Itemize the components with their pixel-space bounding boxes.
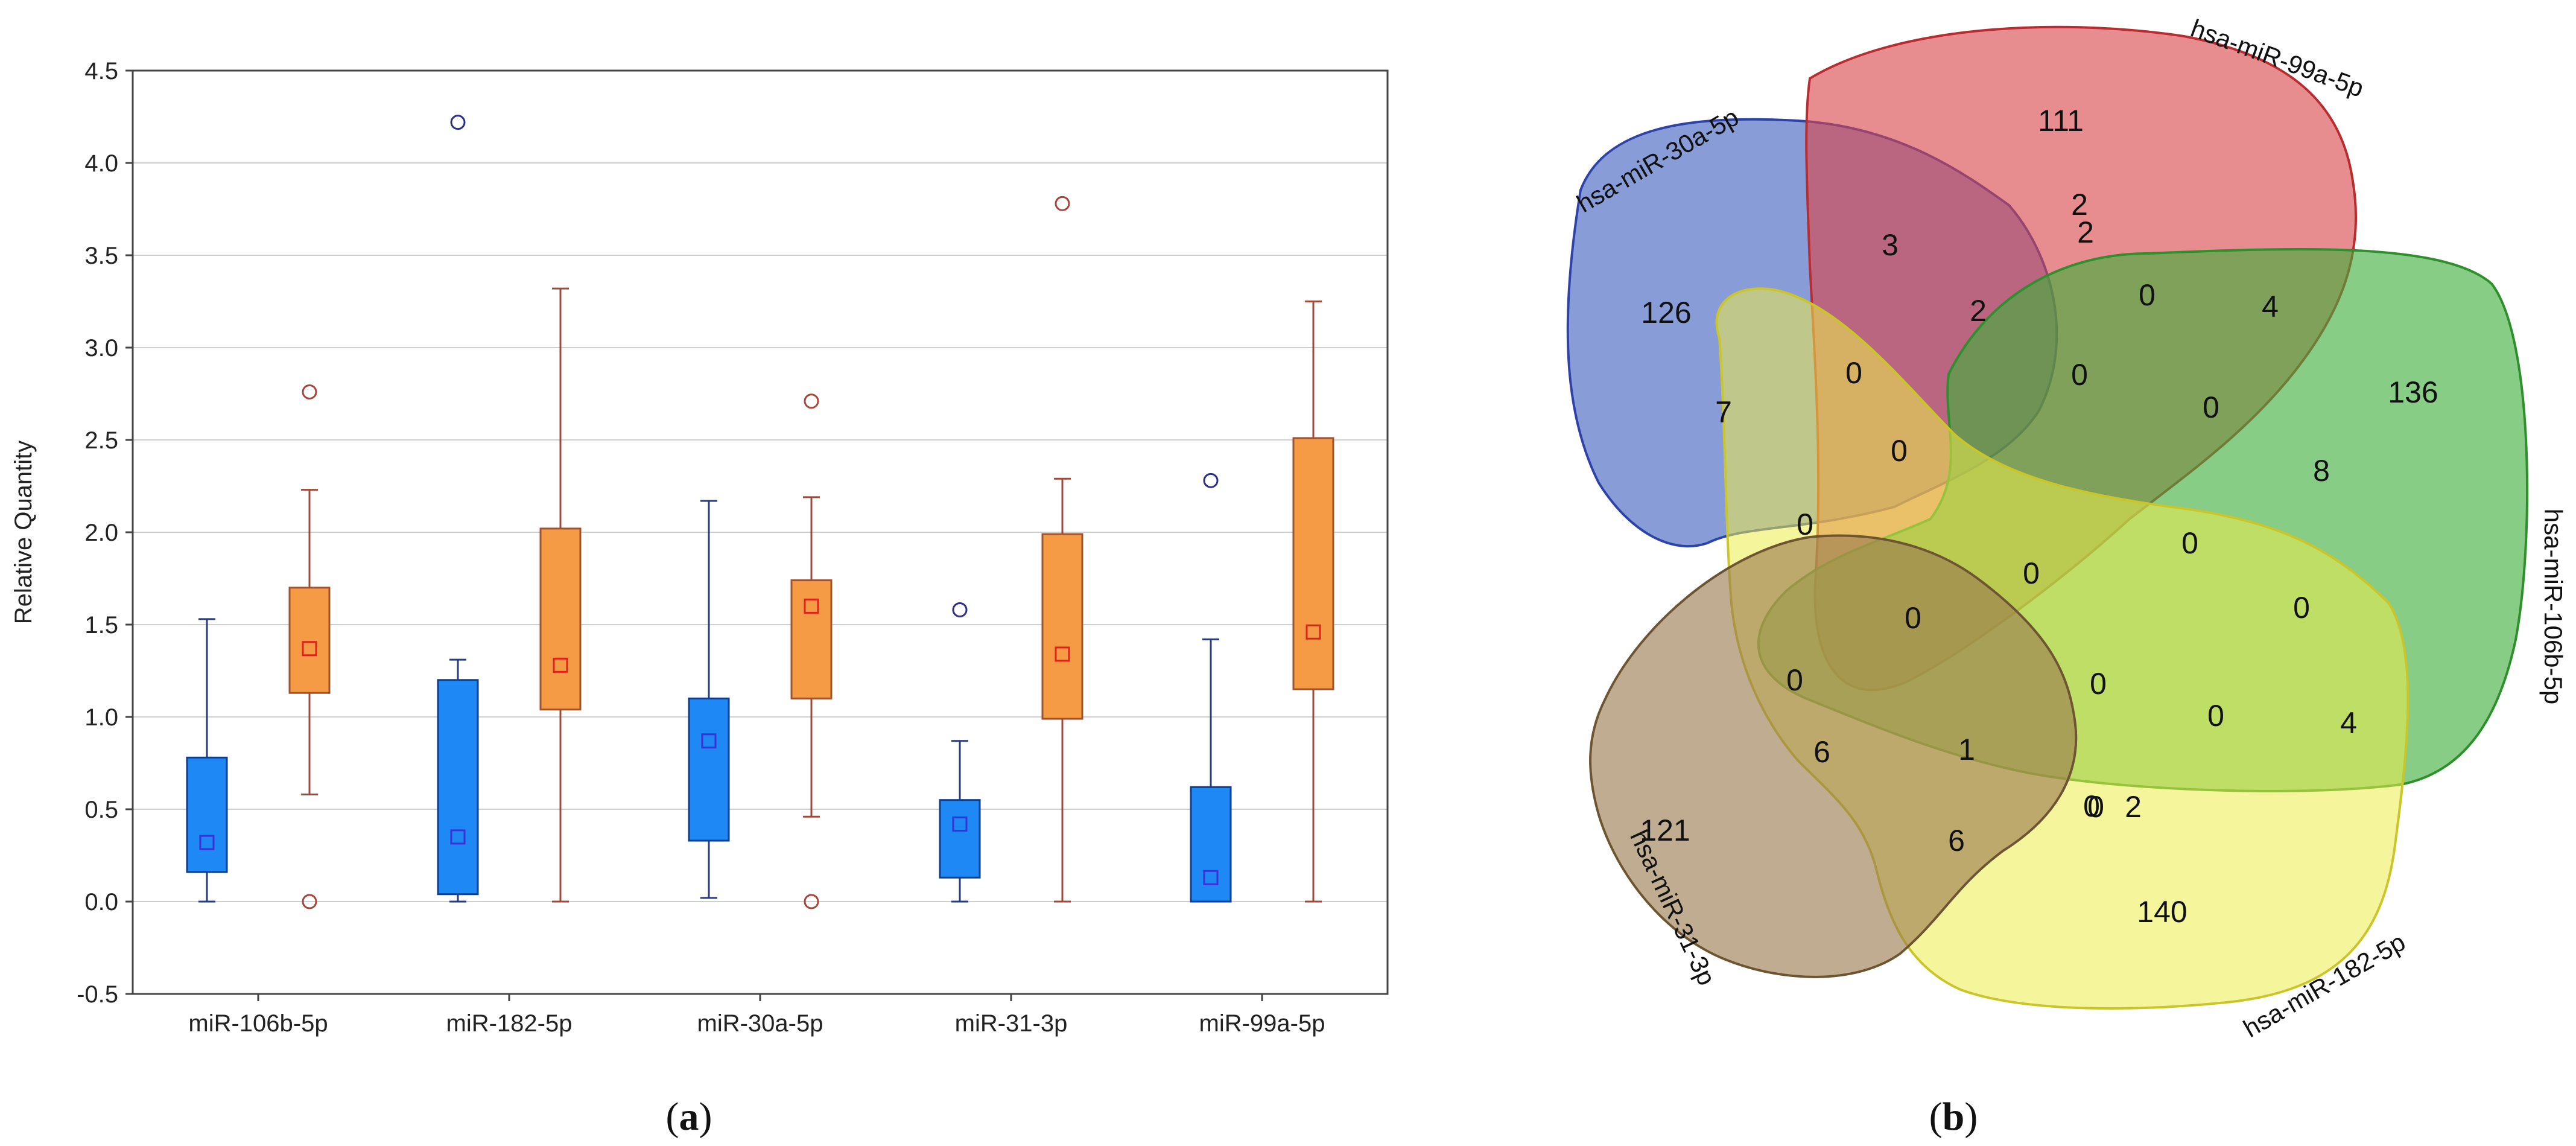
outlier-point [302, 894, 317, 909]
region-count: 6 [1813, 735, 1830, 769]
y-tick-label: 4.0 [84, 150, 118, 177]
x-tick-label: miR-99a-5p [1199, 1010, 1325, 1037]
caption-a: (a) [666, 1095, 712, 1139]
box [688, 697, 730, 842]
region-count: 0 [2207, 699, 2224, 733]
region-count: 4 [2262, 290, 2279, 323]
box-center-marker [804, 598, 819, 614]
y-tick-label: 1.5 [84, 612, 118, 638]
region-count: 8 [2313, 454, 2330, 488]
box [186, 756, 228, 873]
caption-b: (b) [1929, 1095, 1978, 1139]
region-count: 121 [1640, 813, 1690, 847]
outlier-point [952, 602, 968, 618]
box-plot-panel: -0.5 0.0 0.5 1.0 1.5 2.0 2.5 3.0 3.5 4.0 4.5 miR-1… [10, 58, 1389, 1139]
box [437, 679, 479, 896]
y-tick-label: 4.5 [84, 58, 118, 84]
box-center-marker [1305, 624, 1321, 640]
venn-set-hsa-miR-31-3p [1589, 534, 2078, 978]
box-center-marker [701, 733, 717, 749]
region-count: 0 [2023, 556, 2040, 590]
box-center-marker [302, 641, 317, 657]
region-count: 0 [2071, 358, 2088, 392]
y-tick-label: 1.0 [84, 704, 118, 731]
box [288, 587, 331, 694]
y-tick-label: -0.5 [77, 981, 118, 1008]
region-count: 4 [2340, 706, 2357, 740]
region-count: 0 [1786, 663, 1803, 697]
y-tick-label: 0.0 [84, 889, 118, 915]
region-count: 3 [1882, 228, 1899, 262]
outlier-point [302, 384, 317, 400]
box [790, 579, 833, 699]
box [539, 527, 582, 711]
region-count: 0 [2181, 526, 2198, 560]
region-count: 0 [2139, 278, 2156, 312]
outlier-point [804, 393, 819, 409]
region-count: 2 [2071, 188, 2088, 221]
x-tick-label: miR-182-5p [446, 1010, 573, 1037]
box-center-marker [553, 657, 568, 673]
region-count: 0 [1891, 434, 1908, 468]
venn-label-hsa-miR-106b-5p: hsa-miR-106b-5p [2539, 509, 2568, 704]
region-count: 2 [1970, 294, 1987, 328]
region-count: 1 [1958, 733, 1975, 766]
box [1292, 437, 1334, 690]
region-count: 140 [2137, 895, 2187, 929]
region-count: 0 [1905, 601, 1921, 635]
box-center-marker [450, 829, 466, 845]
outlier-point [1203, 473, 1219, 488]
box [939, 799, 981, 879]
region-count: 0 [2090, 667, 2107, 701]
region-count: 0 [1845, 356, 1862, 390]
y-tick-label: 3.5 [84, 243, 118, 269]
y-axis-label: Relative Quantity [10, 441, 37, 625]
y-tick-label: 3.0 [84, 335, 118, 361]
region-count: 6 [1948, 824, 1965, 858]
region-count: 0 [1797, 508, 1813, 541]
box-center-marker [1203, 870, 1219, 885]
box-center-marker [199, 835, 215, 850]
region-count: 2 [2125, 790, 2142, 824]
boxes [186, 115, 1334, 909]
box [1190, 786, 1232, 903]
region-count: 136 [2388, 375, 2438, 409]
region-count: 7 [1715, 395, 1732, 429]
region-count: 126 [1641, 296, 1691, 329]
region-count: 2 [2077, 215, 2094, 249]
x-tick-label: miR-31-3p [955, 1010, 1068, 1037]
x-axis-ticks: miR-106b-5p miR-182-5p miR-30a-5p miR-31-3p… [188, 994, 1325, 1037]
region-count: 0 [2203, 390, 2219, 424]
x-tick-label: miR-106b-5p [188, 1010, 328, 1037]
y-axis-ticks: -0.5 0.0 0.5 1.0 1.5 2.0 2.5 3.0 3.5 4.0 4.5 [77, 58, 133, 1008]
venn-panel: hsa-miR-30a-5p hsa-miR-99a-5p hsa-miR-10… [1566, 14, 2568, 1139]
y-tick-label: 2.0 [84, 520, 118, 546]
box-center-marker [952, 816, 968, 832]
region-count: 0 [2087, 790, 2104, 824]
outlier-point [450, 115, 466, 130]
box-center-marker [1055, 646, 1070, 662]
y-tick-label: 0.5 [84, 797, 118, 823]
outlier-point [804, 894, 819, 909]
y-tick-label: 2.5 [84, 427, 118, 454]
venn-region-counts: 126 111 136 140 121 3 2 2 0 4 7 0 2 0 0 … [1640, 104, 2438, 929]
x-tick-label: miR-30a-5p [697, 1010, 823, 1037]
region-count: 0 [2293, 591, 2310, 625]
outlier-point [1055, 196, 1070, 211]
region-count: 0 [2083, 789, 2100, 823]
region-count: 111 [2038, 104, 2084, 138]
box [1041, 533, 1083, 720]
